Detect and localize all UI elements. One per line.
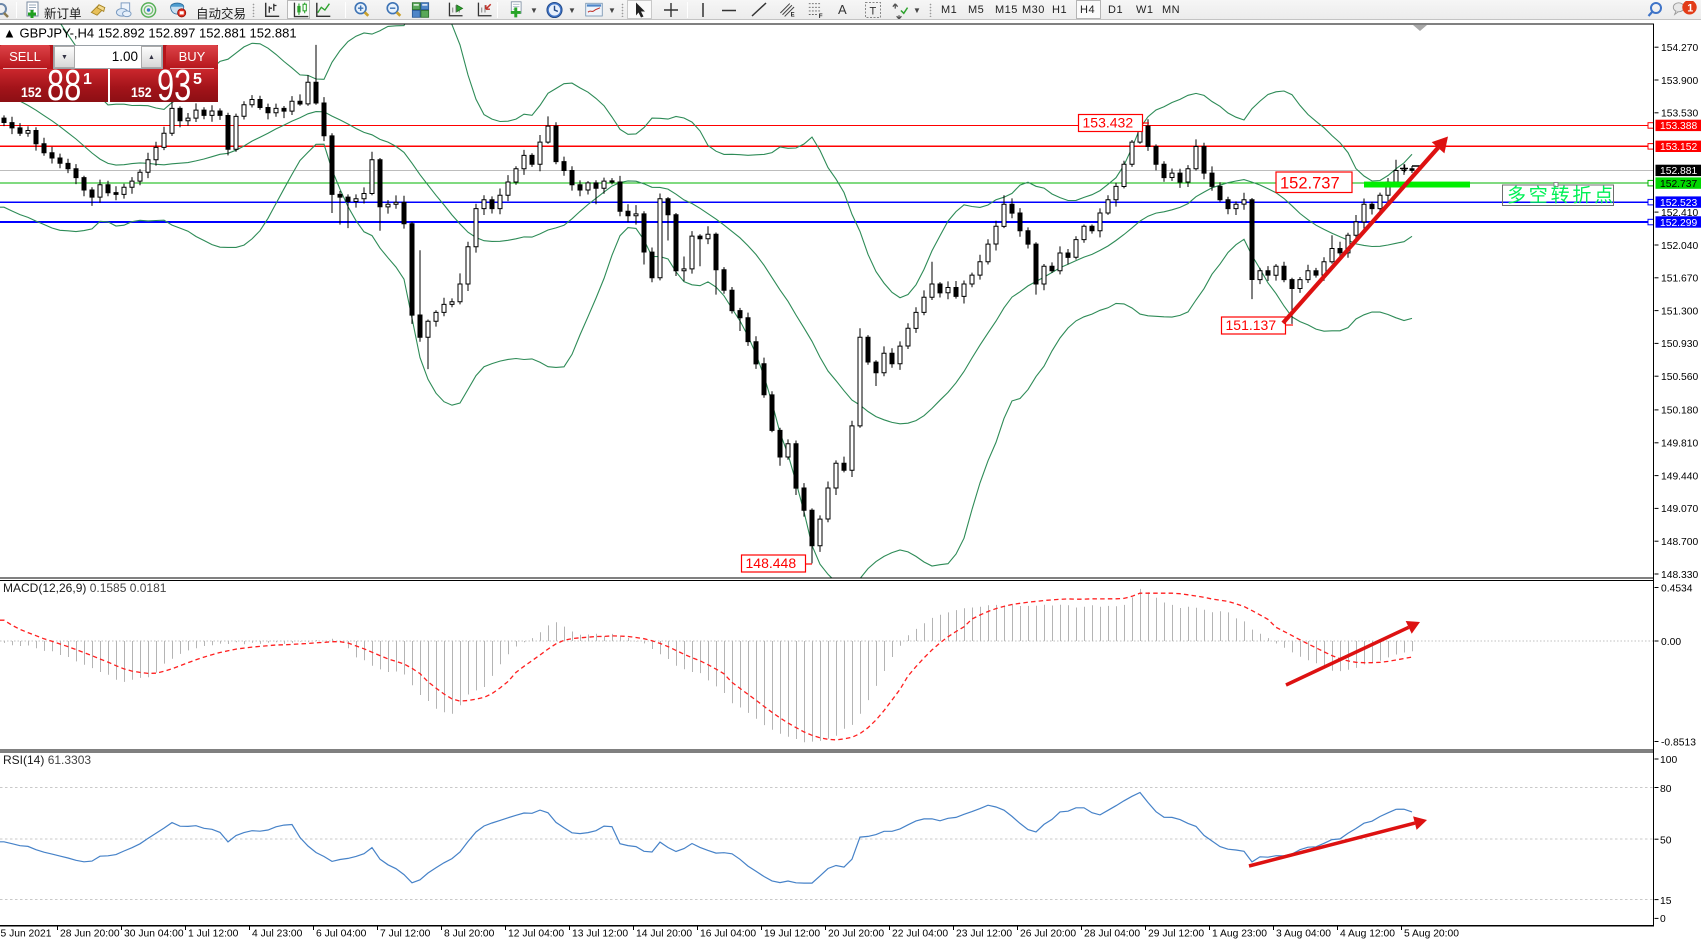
svg-text:20 Jul 20:00: 20 Jul 20:00 [828,929,884,940]
svg-text:151.300: 151.300 [1661,306,1698,317]
svg-text:1 Jul 12:00: 1 Jul 12:00 [188,929,239,940]
svg-text:1: 1 [1687,2,1693,14]
svg-text:26 Jul 20:00: 26 Jul 20:00 [1020,929,1076,940]
svg-text:23 Jul 12:00: 23 Jul 12:00 [956,929,1012,940]
svg-text:0.00: 0.00 [1661,637,1681,648]
svg-text:153.900: 153.900 [1661,76,1698,87]
svg-text:RSI(14) 61.3303: RSI(14) 61.3303 [3,753,91,767]
svg-text:149.810: 149.810 [1661,439,1698,450]
svg-text:T: T [870,6,877,18]
svg-text:15: 15 [1660,896,1672,907]
svg-text:多空转折点: 多空转折点 [1507,185,1616,207]
svg-text:28 Jul 04:00: 28 Jul 04:00 [1084,929,1140,940]
svg-text:0.4534: 0.4534 [1661,584,1693,595]
svg-text:152.737: 152.737 [1280,175,1340,193]
svg-text:E: E [791,12,795,18]
svg-text:14 Jul 20:00: 14 Jul 20:00 [636,929,692,940]
svg-text:4 Aug 12:00: 4 Aug 12:00 [1340,929,1395,940]
svg-text:28 Jun 20:00: 28 Jun 20:00 [60,929,120,940]
svg-text:148.448: 148.448 [746,555,797,571]
svg-text:▲ GBPJPY-,H4 152.892 152.897: ▲ GBPJPY-,H4 152.892 152.897 152.881 152… [3,26,297,41]
svg-text:152.299: 152.299 [1660,218,1697,229]
svg-text:100: 100 [1660,755,1677,766]
svg-text:150.180: 150.180 [1661,406,1698,417]
svg-text:150.560: 150.560 [1661,372,1698,383]
svg-text:4 Jul 23:00: 4 Jul 23:00 [252,929,303,940]
svg-text:152.040: 152.040 [1661,241,1698,252]
svg-text:0: 0 [1660,914,1666,925]
svg-text:7 Jul 12:00: 7 Jul 12:00 [380,929,431,940]
svg-text:F: F [819,13,823,19]
svg-text:151.137: 151.137 [1226,317,1277,333]
svg-text:6 Jul 04:00: 6 Jul 04:00 [316,929,367,940]
svg-text:152.881: 152.881 [1660,166,1697,177]
svg-text:29 Jul 12:00: 29 Jul 12:00 [1148,929,1204,940]
svg-text:149.440: 149.440 [1661,471,1698,482]
svg-text:148.700: 148.700 [1661,537,1698,548]
svg-text:-0.8513: -0.8513 [1661,738,1696,749]
svg-text:153.530: 153.530 [1661,109,1698,120]
svg-text:5 Aug 20:00: 5 Aug 20:00 [1404,929,1459,940]
svg-text:80: 80 [1660,784,1672,795]
svg-text:3 Aug 04:00: 3 Aug 04:00 [1276,929,1331,940]
svg-text:5 Jun 2021: 5 Jun 2021 [1,929,52,940]
svg-text:12 Jul 04:00: 12 Jul 04:00 [508,929,564,940]
svg-text:22 Jul 04:00: 22 Jul 04:00 [892,929,948,940]
svg-text:153.152: 153.152 [1660,142,1697,153]
svg-text:153.388: 153.388 [1660,121,1697,132]
svg-text:149.070: 149.070 [1661,504,1698,515]
svg-text:153.432: 153.432 [1083,115,1134,131]
svg-text:8 Jul 20:00: 8 Jul 20:00 [444,929,495,940]
svg-text:152.523: 152.523 [1660,198,1697,209]
svg-text:19 Jul 12:00: 19 Jul 12:00 [764,929,820,940]
svg-text:50: 50 [1660,836,1672,847]
svg-text:152.410: 152.410 [1661,208,1698,219]
svg-text:1 Aug 23:00: 1 Aug 23:00 [1212,929,1267,940]
svg-text:30 Jun 04:00: 30 Jun 04:00 [124,929,184,940]
svg-text:150.930: 150.930 [1661,339,1698,350]
svg-text:16 Jul 04:00: 16 Jul 04:00 [700,929,756,940]
svg-text:151.670: 151.670 [1661,274,1698,285]
svg-text:MACD(12,26,9) 0.1585 0.0181: MACD(12,26,9) 0.1585 0.0181 [3,581,167,595]
svg-text:152.737: 152.737 [1660,179,1697,190]
svg-text:148.330: 148.330 [1661,570,1698,581]
svg-text:13 Jul 12:00: 13 Jul 12:00 [572,929,628,940]
svg-text:154.270: 154.270 [1661,43,1698,54]
